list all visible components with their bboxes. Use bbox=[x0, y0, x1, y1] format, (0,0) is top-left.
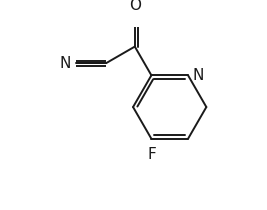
Text: O: O bbox=[129, 0, 141, 13]
Text: N: N bbox=[193, 68, 204, 83]
Text: F: F bbox=[147, 147, 156, 162]
Text: N: N bbox=[60, 56, 71, 71]
